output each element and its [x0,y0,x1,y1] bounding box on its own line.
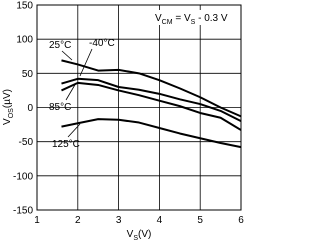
label-leader [79,48,93,77]
y-tick-label: -150 [13,206,33,217]
series-line [61,81,242,131]
x-tick-label: 5 [197,215,203,226]
series-label: -40°C [89,38,115,49]
series-label: 85°C [49,102,71,113]
series-line [61,77,242,123]
series-line [61,59,242,118]
series-label: 125°C [52,139,80,150]
annotation: VCM = VS - 0.3 V [155,13,228,26]
annotation-bg [150,10,236,25]
y-tick-label: 100 [16,35,33,46]
y-tick-label: -100 [13,171,33,182]
x-tick-label: 3 [116,215,122,226]
x-axis-label: VS(V) [127,229,152,240]
x-tick-label: 2 [75,215,81,226]
annotation-box: VCM = VS - 0.3 V [150,10,236,26]
x-tick-label: 6 [238,215,244,226]
y-axis-label: VOS(µV) [2,89,15,125]
x-tick-label: 4 [157,215,163,226]
plot-frame [36,4,242,211]
series-line [61,118,242,149]
label-leader [67,123,81,138]
y-tick-label: -50 [19,137,34,148]
label-leader [65,82,77,101]
y-tick-label: 150 [16,1,33,12]
y-tick-label: 50 [22,69,34,80]
label-leader [61,50,73,61]
x-tick-label: 1 [34,215,40,226]
chart: VS(V) VOS(µV) 1 2 3 4 5 6 -150 -100 -50 0 50 100 150… [2,1,244,240]
y-tick-label: 0 [27,103,33,114]
series-label: 25°C [49,40,71,51]
